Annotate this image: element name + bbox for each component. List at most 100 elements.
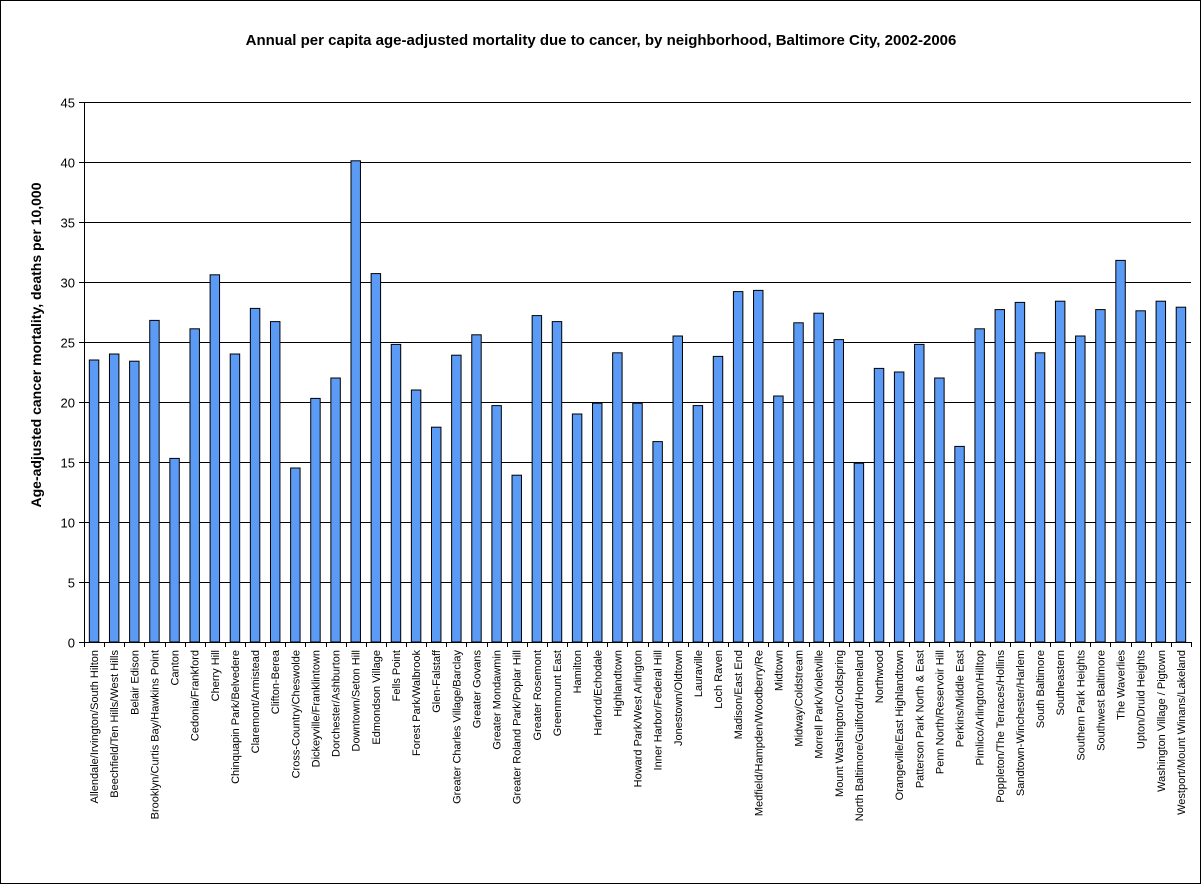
x-category-label: Jonestown/Oldtown — [673, 650, 685, 746]
x-category-label: The Waverlies — [1116, 650, 1128, 720]
bar — [390, 343, 402, 643]
x-category-label: Cedonia/Frankford — [190, 650, 202, 741]
x-category-label: Edmondson Village — [371, 650, 383, 745]
bar — [1075, 335, 1086, 643]
x-category-label: Clifton-Berea — [270, 649, 282, 714]
y-tick-label: 0 — [68, 636, 75, 651]
x-category-label: Greater Charles Village/Barclay — [451, 650, 463, 804]
x-category-label: Upton/Druid Heights — [1136, 650, 1148, 750]
x-category-label: Pimlico/Arlington/Hilltop — [975, 650, 987, 766]
bar — [914, 343, 925, 643]
bar — [612, 352, 623, 643]
bar — [370, 273, 382, 643]
bar — [169, 457, 180, 643]
bar — [108, 353, 120, 643]
x-category-label: Mount Washington/Coldspring — [834, 650, 846, 797]
x-category-label: Greater Govans — [471, 650, 483, 729]
bar — [793, 322, 804, 643]
bar — [732, 291, 744, 643]
bar — [410, 389, 422, 643]
x-category-label: North Baltimore/Guilford/Homeland — [854, 650, 866, 821]
x-category-label: Midtown — [773, 650, 785, 691]
y-tick-label: 15 — [61, 456, 75, 471]
bar — [88, 359, 100, 643]
bar — [773, 395, 784, 643]
x-category-label: Beechfield/Ten Hills/West Hills — [109, 650, 121, 798]
bars — [88, 160, 1187, 643]
x-category-label: Sandtown-Winchester/Harlem — [1015, 650, 1027, 796]
x-category-label: Westport/Mount Winans/Lakeland — [1176, 650, 1188, 815]
y-tick-label: 45 — [61, 96, 75, 111]
x-category-label: Fells Point — [391, 650, 403, 701]
x-category-label: Orangeville/East Highlandtown — [894, 650, 906, 800]
bar — [229, 353, 241, 643]
bar — [1155, 300, 1167, 643]
bar — [491, 405, 502, 643]
x-category-label: Morrell Park/Violetville — [814, 650, 826, 759]
bar — [551, 321, 563, 643]
bar — [994, 309, 1006, 643]
x-category-label: Loch Raven — [713, 650, 725, 709]
bar — [672, 335, 683, 643]
x-category-label: Lauraville — [693, 650, 705, 697]
bar — [290, 467, 301, 643]
x-category-label: Madison/East End — [733, 650, 745, 739]
bar — [1014, 301, 1026, 643]
x-category-label: Highlandtown — [612, 650, 624, 717]
chart-title: Annual per capita age-adjusted mortality… — [246, 32, 957, 49]
x-category-label: Poppleton/The Terraces/Hollins — [995, 650, 1007, 803]
bar — [813, 312, 824, 643]
x-category-label: Belair Edison — [129, 650, 141, 715]
bar — [269, 321, 281, 643]
y-tick-label: 40 — [61, 156, 75, 171]
y-axis-ticks: 0 5 10 15 20 25 30 35 40 45 — [61, 96, 84, 651]
x-category-label: Inner Harbor/Federal Hill — [653, 650, 665, 770]
bar — [249, 307, 261, 643]
bar — [632, 402, 643, 643]
x-category-label: Chinquapin Park/Belvedere — [230, 650, 242, 784]
x-axis-ticks — [84, 642, 1192, 647]
bar — [934, 377, 945, 643]
bar — [571, 413, 583, 643]
bar — [712, 355, 724, 643]
bar — [431, 426, 442, 643]
bar — [531, 315, 543, 643]
x-category-label: Greater Rosemont — [532, 650, 544, 740]
x-category-label: Hamilton — [572, 650, 584, 693]
x-category-label: South Baltimore — [1035, 650, 1047, 728]
x-category-label: Penn North/Reservoir Hill — [934, 650, 946, 774]
x-category-label: Cross-Country/Cheswolde — [290, 650, 302, 778]
bar — [350, 160, 361, 643]
x-category-label: Midway/Coldstream — [794, 650, 806, 747]
axes — [84, 102, 1191, 643]
x-category-label: Perkins/Middle East — [955, 650, 967, 747]
x-category-label: Allendale/Irvington/South Hilton — [89, 650, 101, 803]
bar — [149, 319, 160, 643]
x-category-label: Forest Park/Walbrook — [411, 650, 423, 756]
bar — [209, 274, 221, 643]
bar — [833, 339, 844, 643]
x-category-label: Greater Mondawmin — [492, 650, 504, 750]
bar — [451, 354, 462, 643]
bar — [1095, 309, 1106, 643]
x-category-label: Dickeyville/Franklintown — [310, 650, 322, 767]
x-category-label: Southeastern — [1055, 650, 1067, 715]
x-category-label: Greenmount East — [552, 650, 564, 736]
y-tick-label: 35 — [61, 216, 75, 231]
bar — [692, 405, 704, 643]
bar — [954, 445, 965, 643]
x-category-label: Patterson Park North & East — [914, 650, 926, 788]
bar — [511, 474, 522, 643]
x-category-label: Dorchester/Ashburton — [331, 650, 343, 757]
bar — [853, 462, 865, 643]
x-category-label: Washington Village / Pigtown — [1156, 650, 1168, 792]
x-category-label: Howard Park/West Arlington — [633, 650, 645, 787]
y-tick-label: 20 — [61, 396, 75, 411]
x-category-label: Southwest Baltimore — [1095, 650, 1107, 751]
y-tick-label: 5 — [68, 576, 75, 591]
y-axis-label: Age-adjusted cancer mortality, deaths pe… — [28, 182, 44, 507]
x-category-label: Glen-Falstaff — [431, 649, 443, 713]
x-category-label: Medfield/Hampden/Woodberry/Re — [753, 650, 765, 816]
